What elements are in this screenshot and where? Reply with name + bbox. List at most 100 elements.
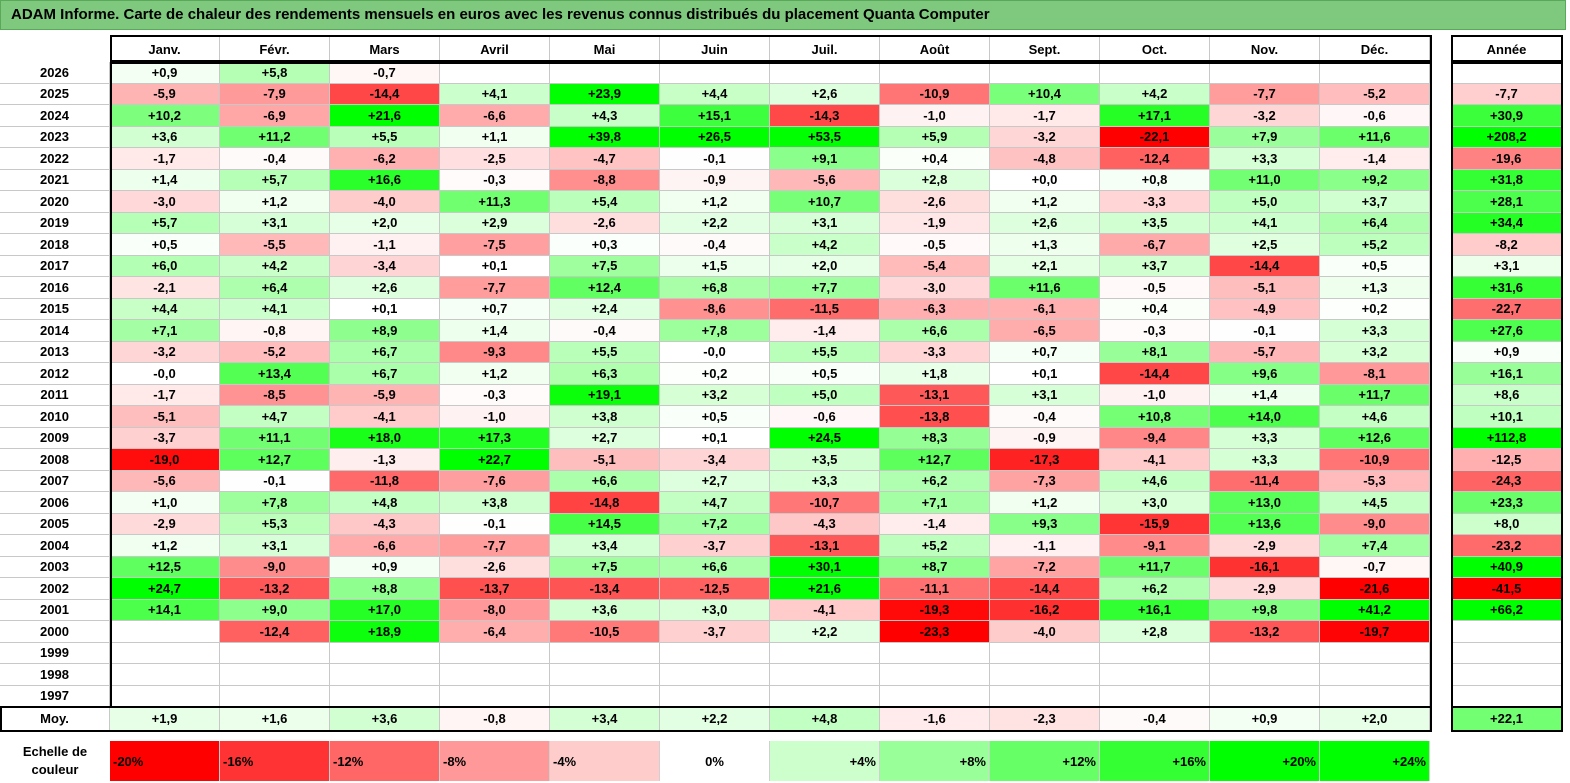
- heatmap-cell: [1100, 62, 1210, 84]
- heatmap-cell: -7,3: [990, 470, 1100, 492]
- row-year-label: 1999: [0, 642, 110, 664]
- heatmap-cell: -6,6: [440, 105, 550, 127]
- heatmap-cell: +4,4: [660, 83, 770, 105]
- heatmap-cell: +3,2: [660, 384, 770, 406]
- color-scale-swatch: -12%: [330, 741, 440, 781]
- heatmap-cell: +1,3: [990, 234, 1100, 256]
- heatmap-cell: [440, 62, 550, 84]
- heatmap-cell: [990, 642, 1100, 664]
- heatmap-cell: +9,0: [220, 599, 330, 621]
- average-cell: +2,2: [660, 706, 770, 732]
- heatmap-cell: [330, 642, 440, 664]
- heatmap-cell: +5,0: [770, 384, 880, 406]
- heatmap-cell: -17,3: [990, 449, 1100, 471]
- heatmap-cell: +3,6: [550, 599, 660, 621]
- annual-cell: -19,6: [1451, 148, 1563, 170]
- heatmap-cell: -8,0: [440, 599, 550, 621]
- heatmap-cell: +3,7: [1100, 255, 1210, 277]
- heatmap-cell: -9,4: [1100, 427, 1210, 449]
- heatmap-cell: +4,2: [220, 255, 330, 277]
- heatmap-cell: -3,2: [990, 126, 1100, 148]
- month-header: Déc.: [1320, 37, 1430, 62]
- heatmap-cell: +1,2: [990, 492, 1100, 514]
- row-year-label: 2004: [0, 535, 110, 557]
- heatmap-cell: [440, 685, 550, 707]
- heatmap-cell: +3,1: [770, 212, 880, 234]
- heatmap-cell: -10,9: [1320, 449, 1430, 471]
- heatmap-cell: -22,1: [1100, 126, 1210, 148]
- month-header: Juil.: [770, 37, 880, 62]
- heatmap-cell: [880, 664, 990, 686]
- heatmap-cell: -5,5: [220, 234, 330, 256]
- heatmap-cell: -3,7: [110, 427, 220, 449]
- heatmap-cell: -0,1: [660, 148, 770, 170]
- heatmap-cell: +0,5: [660, 406, 770, 428]
- row-year-label: 2023: [0, 126, 110, 148]
- heatmap-cell: -1,4: [880, 513, 990, 535]
- row-year-label: 2025: [0, 83, 110, 105]
- heatmap-cell: [440, 664, 550, 686]
- heatmap-cell: -3,2: [1210, 105, 1320, 127]
- row-year-label: 2008: [0, 449, 110, 471]
- row-year-label: 2003: [0, 556, 110, 578]
- heatmap-cell: +5,9: [880, 126, 990, 148]
- heatmap-cell: -11,5: [770, 298, 880, 320]
- heatmap-cell: -0,0: [660, 341, 770, 363]
- heatmap-cell: -13,1: [770, 535, 880, 557]
- heatmap-cell: -5,9: [110, 83, 220, 105]
- heatmap-cell: -8,5: [220, 384, 330, 406]
- heatmap-cell: -4,3: [770, 513, 880, 535]
- heatmap-cell: +1,3: [1320, 277, 1430, 299]
- color-scale-swatch: -16%: [220, 741, 330, 781]
- heatmap-cell: +13,4: [220, 363, 330, 385]
- heatmap-cell: +9,2: [1320, 169, 1430, 191]
- heatmap-cell: +12,6: [1320, 427, 1430, 449]
- heatmap-cell: +5,0: [1210, 191, 1320, 213]
- heatmap-cell: -1,7: [990, 105, 1100, 127]
- row-year-label: 2026: [0, 62, 110, 84]
- heatmap-cell: +9,3: [990, 513, 1100, 535]
- heatmap-cell: -7,2: [990, 556, 1100, 578]
- heatmap-cell: [990, 62, 1100, 84]
- row-year-label: 2014: [0, 320, 110, 342]
- heatmap-cell: -0,1: [220, 470, 330, 492]
- heatmap-cell: +24,5: [770, 427, 880, 449]
- row-year-label: 2024: [0, 105, 110, 127]
- heatmap-cell: +1,0: [110, 492, 220, 514]
- heatmap-cell: -1,4: [1320, 148, 1430, 170]
- heatmap-cell: -1,1: [990, 535, 1100, 557]
- heatmap-cell: +3,1: [220, 535, 330, 557]
- heatmap-cell: [1320, 62, 1430, 84]
- heatmap-cell: +22,7: [440, 449, 550, 471]
- heatmap-cell: -0,4: [550, 320, 660, 342]
- heatmap-cell: +2,9: [440, 212, 550, 234]
- heatmap-cell: -3,7: [660, 535, 770, 557]
- month-header: Févr.: [220, 37, 330, 62]
- heatmap-cell: -0,9: [660, 169, 770, 191]
- row-year-label: 2010: [0, 406, 110, 428]
- row-year-label: 2002: [0, 578, 110, 600]
- heatmap-cell: +11,6: [1320, 126, 1430, 148]
- heatmap-cell: -6,3: [880, 298, 990, 320]
- heatmap-cell: +1,4: [440, 320, 550, 342]
- heatmap-cell: -5,6: [770, 169, 880, 191]
- heatmap-cell: -6,5: [990, 320, 1100, 342]
- heatmap-cell: +12,7: [880, 449, 990, 471]
- heatmap-cell: +2,7: [550, 427, 660, 449]
- heatmap-cell: -0,1: [1210, 320, 1320, 342]
- row-year-label: 2001: [0, 599, 110, 621]
- heatmap-cell: -14,4: [990, 578, 1100, 600]
- heatmap-cell: +6,7: [330, 363, 440, 385]
- heatmap-cell: +4,2: [1100, 83, 1210, 105]
- heatmap-cell: +21,6: [770, 578, 880, 600]
- annual-cell: [1451, 685, 1563, 707]
- heatmap-cell: +4,1: [1210, 212, 1320, 234]
- heatmap-cell: +26,5: [660, 126, 770, 148]
- heatmap-cell: +4,6: [1100, 470, 1210, 492]
- heatmap-cell: +4,5: [1320, 492, 1430, 514]
- heatmap-cell: +1,4: [110, 169, 220, 191]
- heatmap-cell: -7,6: [440, 470, 550, 492]
- row-year-label: 2020: [0, 191, 110, 213]
- heatmap-cell: +4,2: [770, 234, 880, 256]
- heatmap-cell: +12,7: [220, 449, 330, 471]
